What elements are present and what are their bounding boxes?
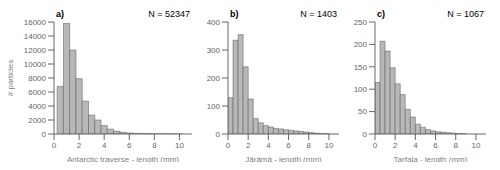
svg-text:2: 2 <box>77 141 82 150</box>
svg-text:4: 4 <box>102 141 107 150</box>
svg-text:8: 8 <box>454 141 459 150</box>
svg-text:250: 250 <box>354 18 368 27</box>
svg-text:6000: 6000 <box>28 88 46 97</box>
svg-text:10: 10 <box>175 141 184 150</box>
html-text:N = 1067: N = 1067 <box>447 9 484 19</box>
svg-text:8000: 8000 <box>28 74 46 83</box>
svg-text:0: 0 <box>216 130 221 139</box>
html-text:c): c) <box>377 9 385 19</box>
svg-text:0: 0 <box>52 141 57 150</box>
svg-text:16000: 16000 <box>24 18 47 27</box>
html-text:b): b) <box>230 9 239 19</box>
svg-text:10: 10 <box>471 141 480 150</box>
svg-text:Tarfala - length (mm): Tarfala - length (mm) <box>394 155 468 162</box>
svg-text:12000: 12000 <box>24 46 47 55</box>
html-text:N = 1403: N = 1403 <box>300 9 337 19</box>
svg-text:50: 50 <box>358 107 367 116</box>
svg-text:150: 150 <box>354 63 368 72</box>
svg-text:200: 200 <box>354 40 368 49</box>
svg-text:Järämä - length (mm): Järämä - length (mm) <box>245 155 322 162</box>
svg-text:6: 6 <box>127 141 132 150</box>
svg-text:0: 0 <box>373 141 378 150</box>
svg-text:6: 6 <box>433 141 438 150</box>
svg-text:0: 0 <box>363 130 368 139</box>
svg-text:100: 100 <box>207 102 221 111</box>
svg-text:10000: 10000 <box>24 60 47 69</box>
html-text:N = 52347: N = 52347 <box>148 9 190 19</box>
svg-text:200: 200 <box>207 74 221 83</box>
svg-text:400: 400 <box>207 18 221 27</box>
svg-text:0: 0 <box>42 130 47 139</box>
svg-text:6: 6 <box>286 141 291 150</box>
svg-text:100: 100 <box>354 85 368 94</box>
svg-text:4: 4 <box>266 141 271 150</box>
svg-text:300: 300 <box>207 46 221 55</box>
svg-text:# particles: # particles <box>8 60 15 96</box>
svg-text:2: 2 <box>393 141 398 150</box>
svg-text:8: 8 <box>152 141 157 150</box>
svg-text:10: 10 <box>324 141 333 150</box>
svg-text:4: 4 <box>413 141 418 150</box>
svg-text:2000: 2000 <box>28 116 46 125</box>
svg-text:0: 0 <box>226 141 231 150</box>
svg-text:14000: 14000 <box>24 32 47 41</box>
svg-text:4000: 4000 <box>28 102 46 111</box>
svg-text:Antarctic traverse - length (m: Antarctic traverse - length (mm) <box>67 155 179 162</box>
svg-text:8: 8 <box>307 141 312 150</box>
svg-text:2: 2 <box>246 141 251 150</box>
html-text:a): a) <box>56 9 64 19</box>
